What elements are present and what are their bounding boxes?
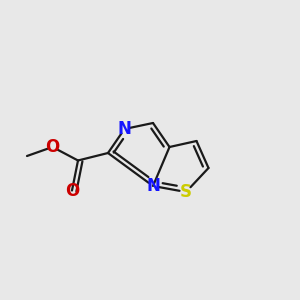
Text: O: O xyxy=(65,182,79,200)
Text: O: O xyxy=(45,138,60,156)
Text: S: S xyxy=(180,183,192,201)
Text: N: N xyxy=(146,177,160,195)
Text: N: N xyxy=(118,120,131,138)
